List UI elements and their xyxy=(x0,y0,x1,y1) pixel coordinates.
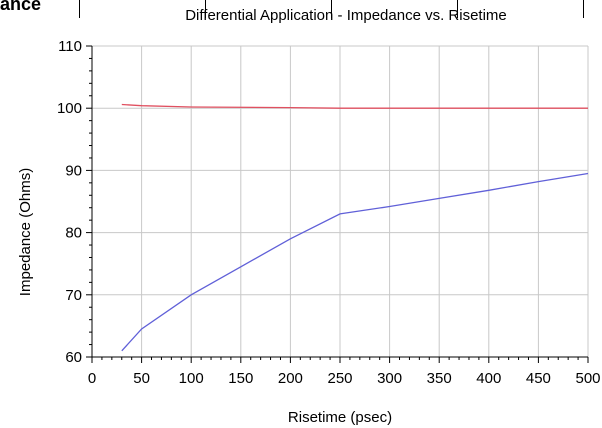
x-tick-label: 250 xyxy=(327,370,352,387)
x-tick-label: 100 xyxy=(179,370,204,387)
x-tick-label: 300 xyxy=(377,370,402,387)
grid xyxy=(86,45,589,363)
table-cell xyxy=(80,0,206,18)
series-group xyxy=(121,103,589,352)
series-line-2 xyxy=(121,172,589,352)
table-cell xyxy=(332,0,458,18)
x-tick-label: 50 xyxy=(133,370,150,387)
y-axis-title: Impedance (Ohms) xyxy=(17,168,34,296)
x-tick-label: 450 xyxy=(526,370,551,387)
y-tick-label: 100 xyxy=(57,100,82,117)
chart-title: Differential Application - Impedance vs.… xyxy=(185,7,507,24)
x-tick-label: 500 xyxy=(575,370,600,387)
y-tick-label: 70 xyxy=(65,287,82,304)
x-tick-label: 0 xyxy=(88,370,96,387)
x-tick-label: 150 xyxy=(228,370,253,387)
y-tick-label: 80 xyxy=(65,225,82,242)
y-tick-label: 60 xyxy=(65,349,82,366)
series-line-1 xyxy=(121,103,588,109)
x-tick-label: 350 xyxy=(427,370,452,387)
table-cell xyxy=(458,0,584,18)
x-tick-label: 200 xyxy=(278,370,303,387)
header-fragment-text: ance xyxy=(0,0,42,14)
x-axis-title: Risetime (psec) xyxy=(288,409,392,426)
x-tick-labels: 0 50 100 150 200 250 300 350 400 450 500 xyxy=(88,370,601,387)
table-header-fragment: ance xyxy=(0,0,602,18)
y-tick-labels: 60 70 80 90 100 110 xyxy=(57,38,82,366)
y-tick-label: 110 xyxy=(58,38,82,55)
x-tick-label: 400 xyxy=(476,370,501,387)
table-cell xyxy=(206,0,332,18)
table-cell xyxy=(0,0,80,18)
minor-ticks xyxy=(89,57,579,360)
y-tick-label: 90 xyxy=(65,162,82,179)
